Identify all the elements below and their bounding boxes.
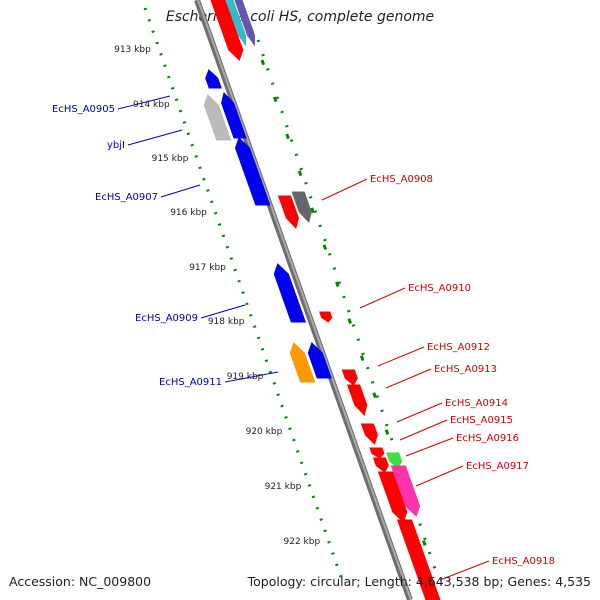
accession-label: Accession: NC_009800 xyxy=(9,574,152,589)
gene-label: EcHS_A0910 xyxy=(408,283,471,294)
tick-label: 920 kbp xyxy=(246,427,283,437)
gene-leader-line xyxy=(321,178,368,201)
feature-echs-a0915 xyxy=(369,447,385,459)
feature-top-red xyxy=(210,0,244,61)
gene-label: ybjI xyxy=(107,140,125,151)
gene-leader-line xyxy=(127,129,183,146)
feature-echs-a0916 xyxy=(372,457,389,473)
feature-echs-a0907 xyxy=(234,137,271,206)
gene-label: EcHS_A0912 xyxy=(427,342,490,353)
genome-summary: Topology: circular; Length: 4,643,538 bp… xyxy=(247,574,591,589)
gene-leader-line xyxy=(399,419,448,441)
tick-label: 915 kbp xyxy=(152,154,189,164)
feature-echs-a0917-green xyxy=(386,452,403,469)
feature-top-teal xyxy=(225,0,247,47)
gene-label: EcHS_A0913 xyxy=(434,364,497,375)
feature-echs-a0914 xyxy=(360,423,378,445)
gene-label: EcHS_A0915 xyxy=(450,415,513,426)
gene-leader-line xyxy=(405,437,454,457)
tick-label: 917 kbp xyxy=(189,263,226,273)
gc-dots-left xyxy=(143,7,344,581)
feature-echs-a0918-b xyxy=(396,519,441,600)
gene-leader-line xyxy=(385,368,432,389)
gene-leader-line xyxy=(359,287,406,309)
gene-leader-line xyxy=(117,95,171,110)
feature-echs-a0911 xyxy=(307,342,332,379)
feature-ybji xyxy=(203,94,232,141)
gene-label: EcHS_A0917 xyxy=(466,461,529,472)
gene-leader-line xyxy=(200,304,246,319)
tick-label: 918 kbp xyxy=(208,317,245,327)
feature-echs-a0917 xyxy=(390,465,421,517)
gene-leader-line xyxy=(415,465,464,487)
gene-label: EcHS_A0918 xyxy=(492,556,555,567)
gene-label: EcHS_A0905 xyxy=(52,104,115,115)
feature-top-purple xyxy=(234,0,256,47)
feature-echs-a0911-orange xyxy=(289,342,316,383)
tick-label: 919 kbp xyxy=(227,372,264,382)
gene-label: EcHS_A0916 xyxy=(456,433,519,444)
tick-label: 916 kbp xyxy=(170,208,207,218)
backbone-highlight xyxy=(197,0,412,600)
gene-leader-line xyxy=(377,346,425,367)
feature-echs-a0912 xyxy=(341,369,358,386)
feature-echs-a0908-red xyxy=(277,195,299,230)
gene-label: EcHS_A0907 xyxy=(95,192,158,203)
feature-echs-a0905-small xyxy=(205,69,222,89)
feature-echs-a0909 xyxy=(273,263,307,323)
tick-label: 913 kbp xyxy=(114,45,151,55)
gene-leader-line xyxy=(439,560,490,581)
feature-echs-a0918 xyxy=(377,471,408,523)
feature-echs-a0913 xyxy=(346,384,368,417)
feature-echs-a0905 xyxy=(221,91,247,139)
feature-echs-a0908 xyxy=(291,191,312,224)
gene-label: EcHS_A0914 xyxy=(445,398,508,409)
gene-label: EcHS_A0911 xyxy=(159,377,222,388)
gene-label: EcHS_A0908 xyxy=(370,174,433,185)
feature-echs-a0910 xyxy=(319,311,333,323)
gene-label: EcHS_A0909 xyxy=(135,313,198,324)
tick-label: 922 kbp xyxy=(284,537,321,547)
gene-leader-line xyxy=(224,371,279,383)
tick-label: 914 kbp xyxy=(133,100,170,110)
gene-leader-line xyxy=(396,402,443,423)
tick-label: 921 kbp xyxy=(265,482,302,492)
gene-leader-line xyxy=(160,184,201,198)
